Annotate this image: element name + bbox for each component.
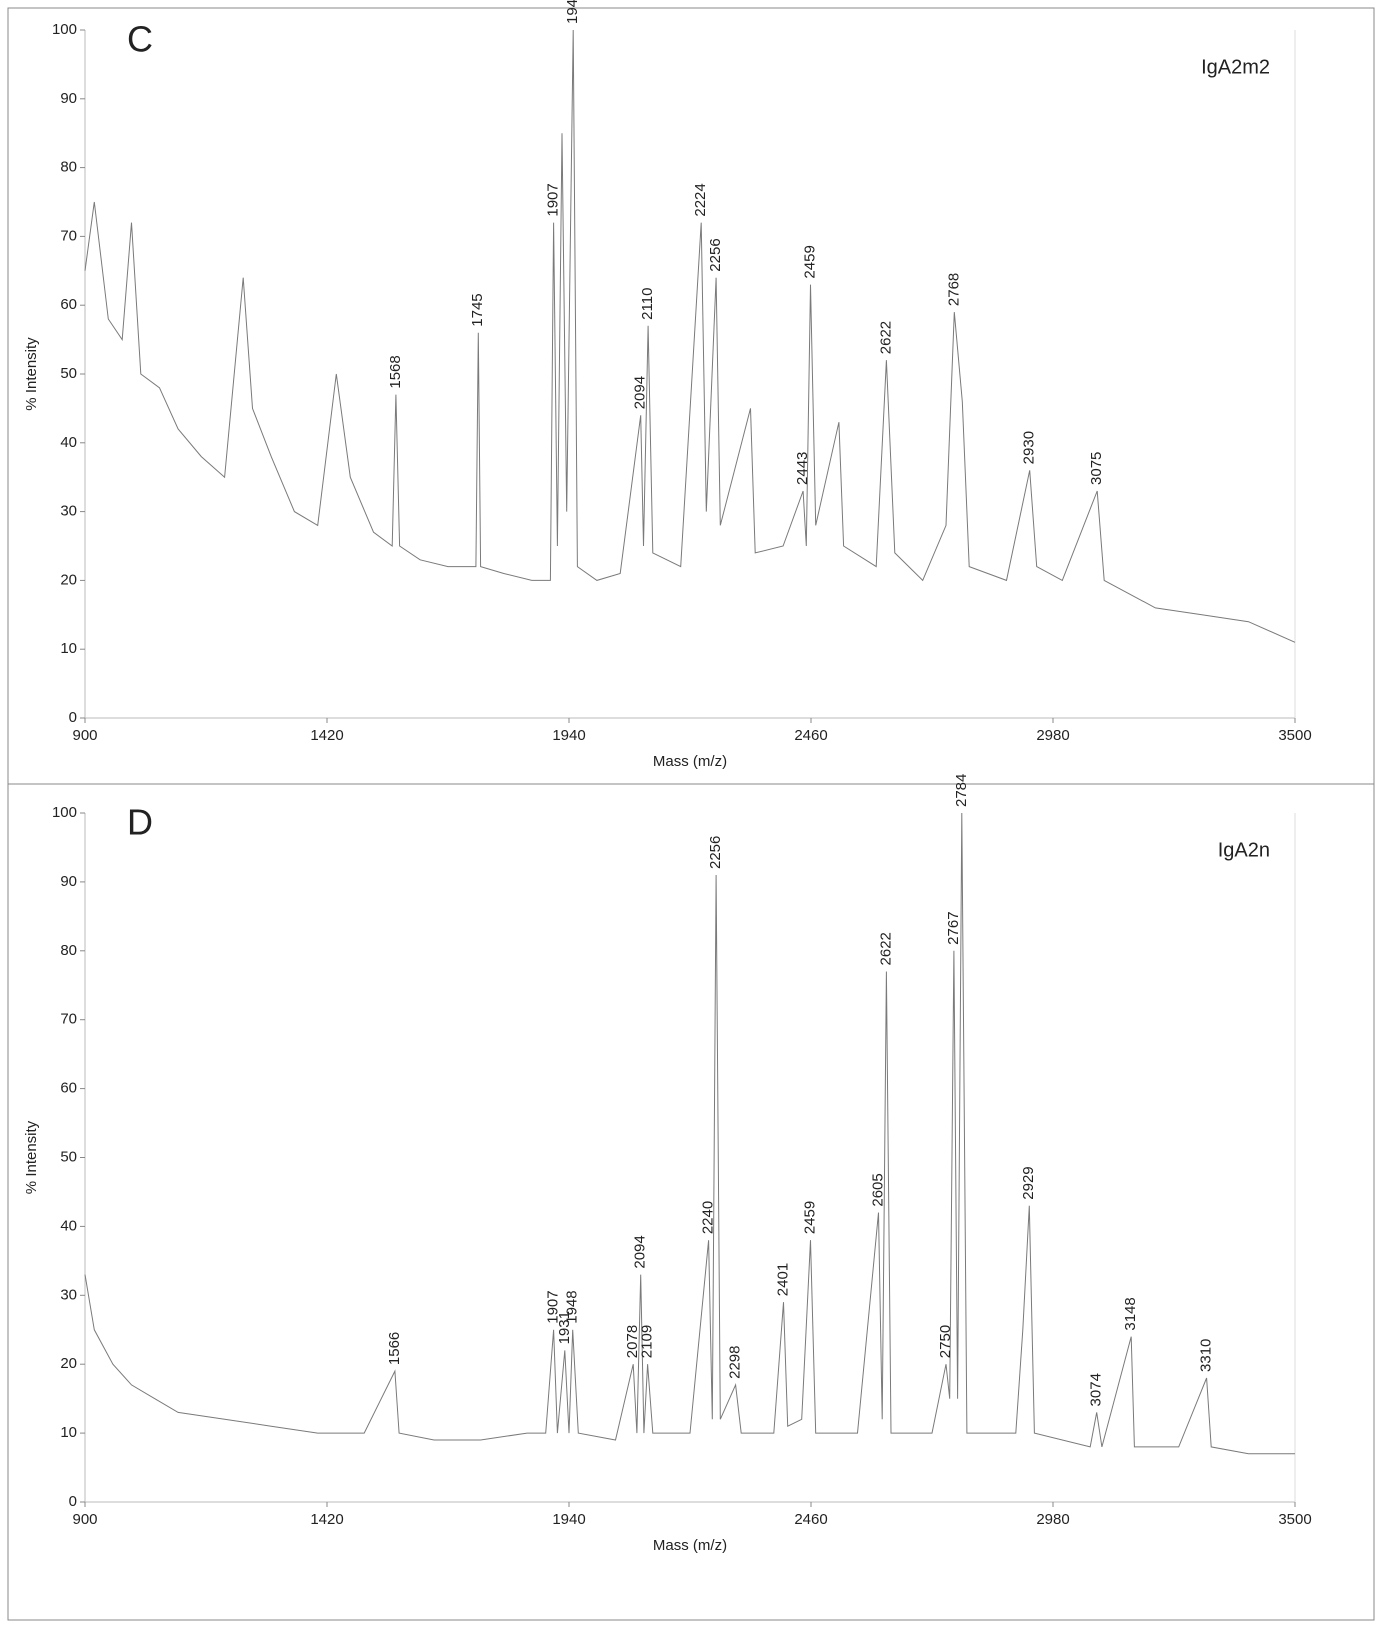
y-tick-label: 10 [60,1424,77,1441]
peak-label: 1948 [564,1290,581,1323]
y-tick-label: 100 [52,21,77,38]
peak-label: 1745 [469,293,486,326]
peak-label: 2094 [632,376,649,409]
x-tick-label: 2980 [1036,1511,1069,1528]
peak-label: 2929 [1020,1166,1037,1199]
peak-label: 1566 [386,1332,403,1365]
peak-label: 2622 [877,932,894,965]
y-tick-label: 70 [60,227,77,244]
peak-label: 2459 [802,1201,819,1234]
x-tick-label: 3500 [1278,1511,1311,1528]
peak-label: 1568 [387,355,404,388]
peak-label: 2768 [945,273,962,306]
y-tick-label: 50 [60,1148,77,1165]
peak-label: 2298 [727,1345,744,1378]
y-axis-label: % Intensity [23,1120,40,1194]
spectrum-line [84,812,1295,1455]
peak-label: 2443 [794,452,811,485]
peak-label: 1949 [564,0,581,24]
peak-label: 3310 [1198,1339,1215,1372]
x-tick-label: 2460 [794,727,827,744]
y-tick-label: 80 [60,159,77,176]
y-tick-label: 90 [60,90,77,107]
y-tick-label: 90 [60,873,77,890]
y-tick-label: 60 [60,296,77,313]
peak-label: 1907 [545,183,562,216]
peak-label: 2109 [639,1325,656,1358]
x-tick-label: 1940 [552,727,585,744]
sample-name: IgA2n [1218,839,1270,861]
peak-label: 2078 [624,1325,641,1358]
x-axis-label: Mass (m/z) [653,1537,727,1554]
y-tick-label: 20 [60,1355,77,1372]
y-tick-label: 70 [60,1011,77,1028]
peak-label: 2784 [953,774,970,807]
y-tick-label: 0 [69,1493,77,1510]
y-tick-label: 100 [52,804,77,821]
x-axis-label: Mass (m/z) [653,753,727,770]
spectrum-line [84,29,1296,643]
peak-label: 2459 [802,245,819,278]
x-tick-label: 2980 [1036,727,1069,744]
peak-label: 2622 [877,321,894,354]
peak-label: 3074 [1088,1373,1105,1406]
y-tick-label: 30 [60,1286,77,1303]
y-tick-label: 50 [60,365,77,382]
peak-label: 2750 [937,1325,954,1358]
peak-label: 2401 [775,1263,792,1296]
peak-label: 1931 [556,1311,573,1344]
y-tick-label: 0 [69,709,77,726]
panel-letter: C [127,19,153,60]
x-tick-label: 1420 [310,727,343,744]
x-tick-label: 900 [72,727,97,744]
peak-label: 2930 [1021,431,1038,464]
y-tick-label: 40 [60,1217,77,1234]
peak-label: 2256 [707,238,724,271]
peak-label: 2256 [707,836,724,869]
peak-label: 3075 [1088,452,1105,485]
y-tick-label: 30 [60,503,77,520]
y-tick-label: 80 [60,942,77,959]
peak-label: 2767 [945,911,962,944]
x-tick-label: 3500 [1278,727,1311,744]
peak-label: 2240 [700,1201,717,1234]
x-tick-label: 1940 [552,1511,585,1528]
x-tick-label: 1420 [310,1511,343,1528]
y-tick-label: 60 [60,1080,77,1097]
peak-label: 2110 [639,288,656,320]
y-tick-label: 40 [60,434,77,451]
peak-label: 2605 [869,1173,886,1206]
peak-label: 2224 [692,183,709,216]
x-tick-label: 900 [72,1511,97,1528]
x-tick-label: 2460 [794,1511,827,1528]
peak-label: 3148 [1122,1297,1139,1330]
y-tick-label: 10 [60,640,77,657]
panel-letter: D [127,802,153,843]
y-axis-label: % Intensity [23,337,40,411]
peak-label: 2094 [632,1235,649,1268]
y-tick-label: 20 [60,571,77,588]
peak-label: 1907 [545,1290,562,1323]
panel-frame [7,783,1375,1621]
sample-name: IgA2m2 [1201,56,1270,78]
